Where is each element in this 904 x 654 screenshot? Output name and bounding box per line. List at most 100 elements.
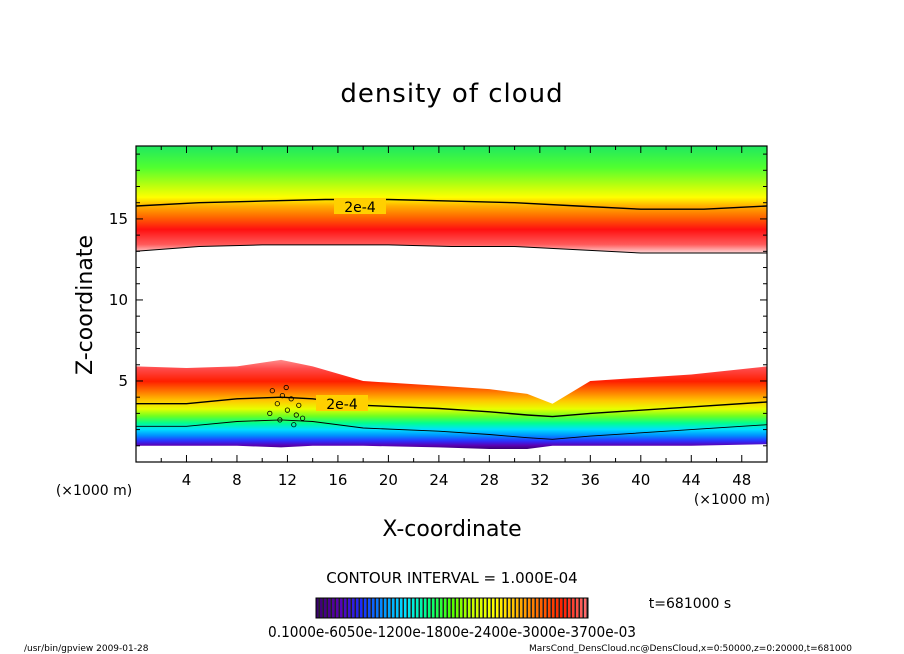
colorbar-band-gap: [362, 598, 364, 618]
colorbar-band: [476, 598, 479, 618]
colorbar-band-gap: [414, 598, 416, 618]
colorbar: [316, 598, 588, 618]
noise-marker: [288, 396, 294, 402]
colorbar-band-gap: [450, 598, 452, 618]
chart-title: density of cloud: [340, 79, 563, 109]
x-axis-unit: (×1000 m): [694, 492, 770, 508]
colorbar-band: [480, 598, 483, 618]
colorbar-band: [424, 598, 427, 618]
colorbar-band-gap: [326, 598, 328, 618]
lower-inner-contour-line: [136, 419, 767, 440]
colorbar-band-gap: [342, 598, 344, 618]
noise-marker: [299, 415, 306, 421]
colorbar-band-gap: [394, 598, 396, 618]
colorbar-band-gap: [550, 598, 552, 618]
colorbar-band-gap: [322, 598, 324, 618]
colorbar-band-gap: [422, 598, 424, 618]
noise-marker: [283, 384, 289, 391]
x-tick-label: 40: [631, 471, 650, 489]
colorbar-band-gap: [526, 598, 528, 618]
colorbar-band: [564, 598, 567, 618]
colorbar-band-gap: [334, 598, 336, 618]
colorbar-band: [432, 598, 435, 618]
colorbar-band: [360, 598, 363, 618]
colorbar-band: [348, 598, 351, 618]
contour-label-upper: 2e-4: [344, 200, 376, 216]
colorbar-band-gap: [462, 598, 464, 618]
noise-marker: [293, 412, 299, 418]
colorbar-band-gap: [518, 598, 520, 618]
colorbar-band: [444, 598, 447, 618]
colorbar-band-gap: [514, 598, 516, 618]
colorbar-band: [332, 598, 335, 618]
colorbar-band-gap: [458, 598, 460, 618]
colorbar-band: [516, 598, 519, 618]
colorbar-band: [540, 598, 543, 618]
colorbar-band: [388, 598, 391, 618]
colorbar-band-gap: [542, 598, 544, 618]
colorbar-band-gap: [442, 598, 444, 618]
colorbar-band: [460, 598, 463, 618]
colorbar-band: [452, 598, 455, 618]
colorbar-band-gap: [470, 598, 472, 618]
colorbar-frame: [315, 597, 589, 619]
colorbar-band: [344, 598, 347, 618]
colorbar-band-gap: [554, 598, 556, 618]
contour-label-lower: 2e-4: [326, 397, 358, 413]
colorbar-band: [404, 598, 407, 618]
colorbar-band-gap: [438, 598, 440, 618]
colorbar-band-gap: [426, 598, 428, 618]
colorbar-band-gap: [386, 598, 388, 618]
colorbar-band-gap: [534, 598, 536, 618]
colorbar-band-gap: [562, 598, 564, 618]
colorbar-band-gap: [578, 598, 580, 618]
colorbar-band-gap: [490, 598, 492, 618]
colorbar-band-gap: [358, 598, 360, 618]
colorbar-band: [420, 598, 423, 618]
noise-marker: [277, 417, 283, 423]
x-tick-label: 44: [682, 471, 701, 489]
colorbar-band-gap: [454, 598, 456, 618]
x-tick-label: 36: [581, 471, 600, 489]
colorbar-band-gap: [382, 598, 384, 618]
colorbar-band-gap: [378, 598, 380, 618]
colorbar-band: [364, 598, 367, 618]
colorbar-band-gap: [586, 598, 588, 618]
upper-layer-edge: [136, 244, 767, 254]
colorbar-band-gap: [446, 598, 448, 618]
colorbar-band: [340, 598, 343, 618]
x-axis-label: X-coordinate: [382, 517, 521, 542]
colorbar-band: [448, 598, 451, 618]
colorbar-band-gap: [374, 598, 376, 618]
colorbar-band-gap: [466, 598, 468, 618]
noise-marker: [269, 388, 275, 394]
colorbar-band-gap: [398, 598, 400, 618]
colorbar-band: [416, 598, 419, 618]
colorbar-band-gap: [354, 598, 356, 618]
colorbar-band: [504, 598, 507, 618]
plot-frame: [135, 145, 768, 463]
colorbar-band-gap: [558, 598, 560, 618]
colorbar-band-gap: [474, 598, 476, 618]
colorbar-band: [548, 598, 551, 618]
colorbar-band: [492, 598, 495, 618]
colorbar-band-gap: [566, 598, 568, 618]
colorbar-band-gap: [318, 598, 320, 618]
colorbar-band: [512, 598, 515, 618]
x-tick-label: 28: [480, 471, 499, 489]
colorbar-band: [536, 598, 539, 618]
x-tick-label: 32: [530, 471, 549, 489]
colorbar-band: [500, 598, 503, 618]
colorbar-band-gap: [574, 598, 576, 618]
colorbar-band: [408, 598, 411, 618]
colorbar-band: [384, 598, 387, 618]
y-axis-unit: (×1000 m): [56, 483, 132, 499]
colorbar-band: [488, 598, 491, 618]
y-tick-label: 15: [109, 210, 128, 228]
colorbar-band-gap: [402, 598, 404, 618]
y-axis-label: Z-coordinate: [73, 235, 98, 375]
colorbar-band: [428, 598, 431, 618]
contour-interval-text: CONTOUR INTERVAL = 1.000E-04: [326, 569, 577, 587]
colorbar-band-gap: [546, 598, 548, 618]
